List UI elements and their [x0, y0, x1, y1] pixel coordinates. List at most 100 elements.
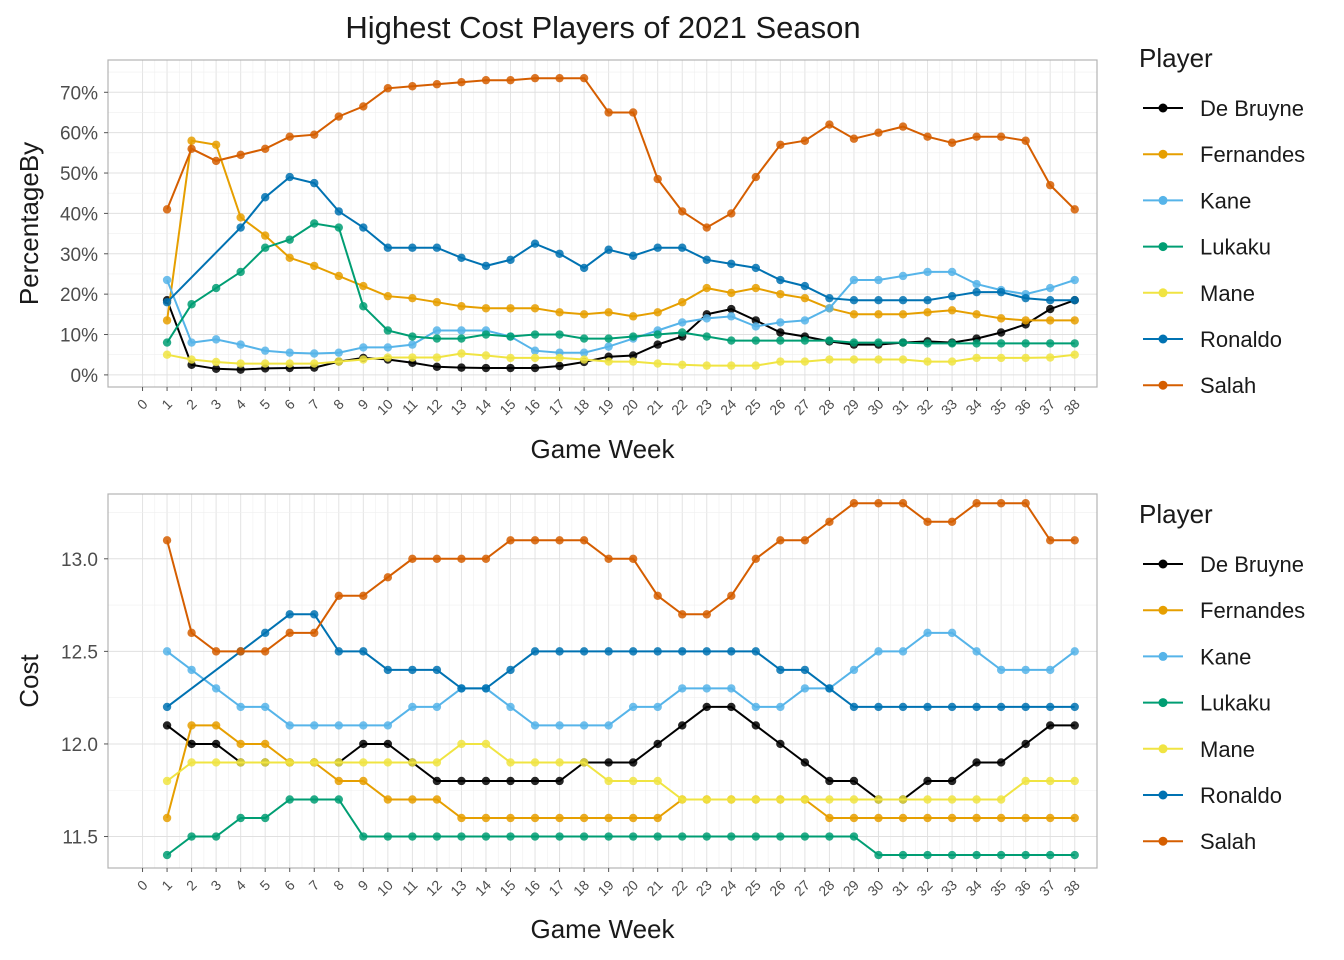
x-tick-label: 27	[791, 396, 813, 418]
data-point	[162, 298, 172, 307]
data-point	[310, 130, 319, 139]
data-point	[604, 721, 613, 730]
data-point	[604, 832, 613, 841]
data-point	[432, 758, 442, 767]
x-tick-label: 15	[496, 396, 518, 418]
data-point	[162, 721, 172, 730]
x-tick-label: 26	[766, 877, 788, 899]
data-point	[604, 758, 613, 767]
data-point	[825, 776, 834, 786]
data-point	[432, 80, 442, 89]
data-point	[1021, 499, 1030, 508]
data-point	[800, 665, 810, 675]
data-point	[481, 261, 491, 271]
data-point	[383, 291, 393, 301]
data-point	[628, 332, 638, 341]
data-point	[211, 357, 221, 367]
data-point	[432, 832, 442, 841]
data-point	[187, 628, 196, 638]
data-point	[678, 647, 687, 656]
data-point	[481, 776, 491, 786]
data-point	[506, 75, 515, 85]
data-point	[555, 647, 564, 656]
x-tick-label: 28	[815, 396, 837, 418]
data-point	[432, 334, 442, 343]
y-tick-label: 50%	[60, 164, 98, 185]
data-point	[530, 239, 540, 248]
data-point	[923, 296, 932, 305]
data-point	[800, 758, 810, 767]
x-tick-label: 9	[355, 877, 372, 894]
data-point	[1046, 813, 1055, 823]
data-point	[898, 813, 908, 823]
x-tick-label: 8	[330, 396, 347, 413]
data-point	[432, 776, 442, 786]
data-point	[236, 340, 245, 349]
data-point	[457, 334, 466, 343]
data-point	[1021, 776, 1030, 786]
data-point	[923, 702, 932, 712]
data-point	[530, 73, 540, 83]
data-point	[359, 647, 368, 656]
legend-label: Ronaldo	[1200, 327, 1282, 352]
series-kane	[162, 628, 1079, 730]
data-point	[628, 758, 638, 767]
grid-lines	[108, 494, 1097, 868]
x-tick-label: 14	[472, 877, 494, 899]
data-point	[285, 758, 294, 767]
data-point	[162, 350, 172, 359]
data-point	[776, 702, 785, 712]
data-point	[825, 304, 834, 313]
data-point	[628, 776, 638, 786]
data-point	[408, 665, 417, 675]
data-point	[236, 213, 245, 222]
data-point	[1046, 536, 1055, 545]
legend-label: Ronaldo	[1200, 783, 1282, 808]
x-tick-label: 10	[374, 396, 396, 418]
x-tick-label: 20	[619, 877, 641, 899]
data-point	[898, 850, 908, 860]
x-tick-label: 12	[423, 396, 445, 418]
data-point	[604, 357, 613, 366]
legend-label: Lukaku	[1200, 235, 1271, 260]
data-point	[825, 336, 834, 345]
data-point	[162, 205, 172, 214]
data-point	[996, 665, 1006, 675]
data-point	[849, 499, 859, 508]
x-tick-label: 11	[399, 877, 421, 899]
data-point	[457, 349, 466, 358]
data-point	[260, 647, 270, 656]
x-tick-label: 25	[742, 396, 764, 418]
data-point	[555, 832, 564, 841]
data-point	[334, 776, 343, 786]
data-point	[678, 721, 687, 730]
data-point	[359, 776, 368, 786]
data-point	[653, 308, 662, 317]
data-point	[825, 813, 834, 823]
data-point	[1021, 316, 1030, 325]
data-point	[162, 338, 172, 347]
x-tick-label: 37	[1036, 396, 1058, 418]
data-point	[334, 647, 343, 656]
data-point	[1046, 850, 1055, 860]
data-point	[727, 361, 736, 370]
data-point	[972, 499, 981, 508]
data-point	[849, 665, 859, 675]
data-point	[579, 813, 589, 823]
data-point	[481, 75, 491, 85]
legend-key: Ronaldo	[1143, 783, 1282, 808]
data-point	[1070, 536, 1079, 545]
data-point	[310, 721, 319, 730]
data-point	[383, 739, 393, 749]
data-point	[702, 314, 711, 323]
data-point	[923, 339, 932, 348]
data-point	[506, 536, 515, 545]
data-point	[947, 850, 957, 860]
data-point	[751, 322, 761, 331]
legend-key: Fernandes	[1143, 142, 1305, 167]
data-point	[776, 328, 785, 337]
data-point	[457, 739, 466, 749]
y-tick-label: 11.5	[62, 828, 98, 849]
y-tick-label: 60%	[60, 124, 98, 145]
